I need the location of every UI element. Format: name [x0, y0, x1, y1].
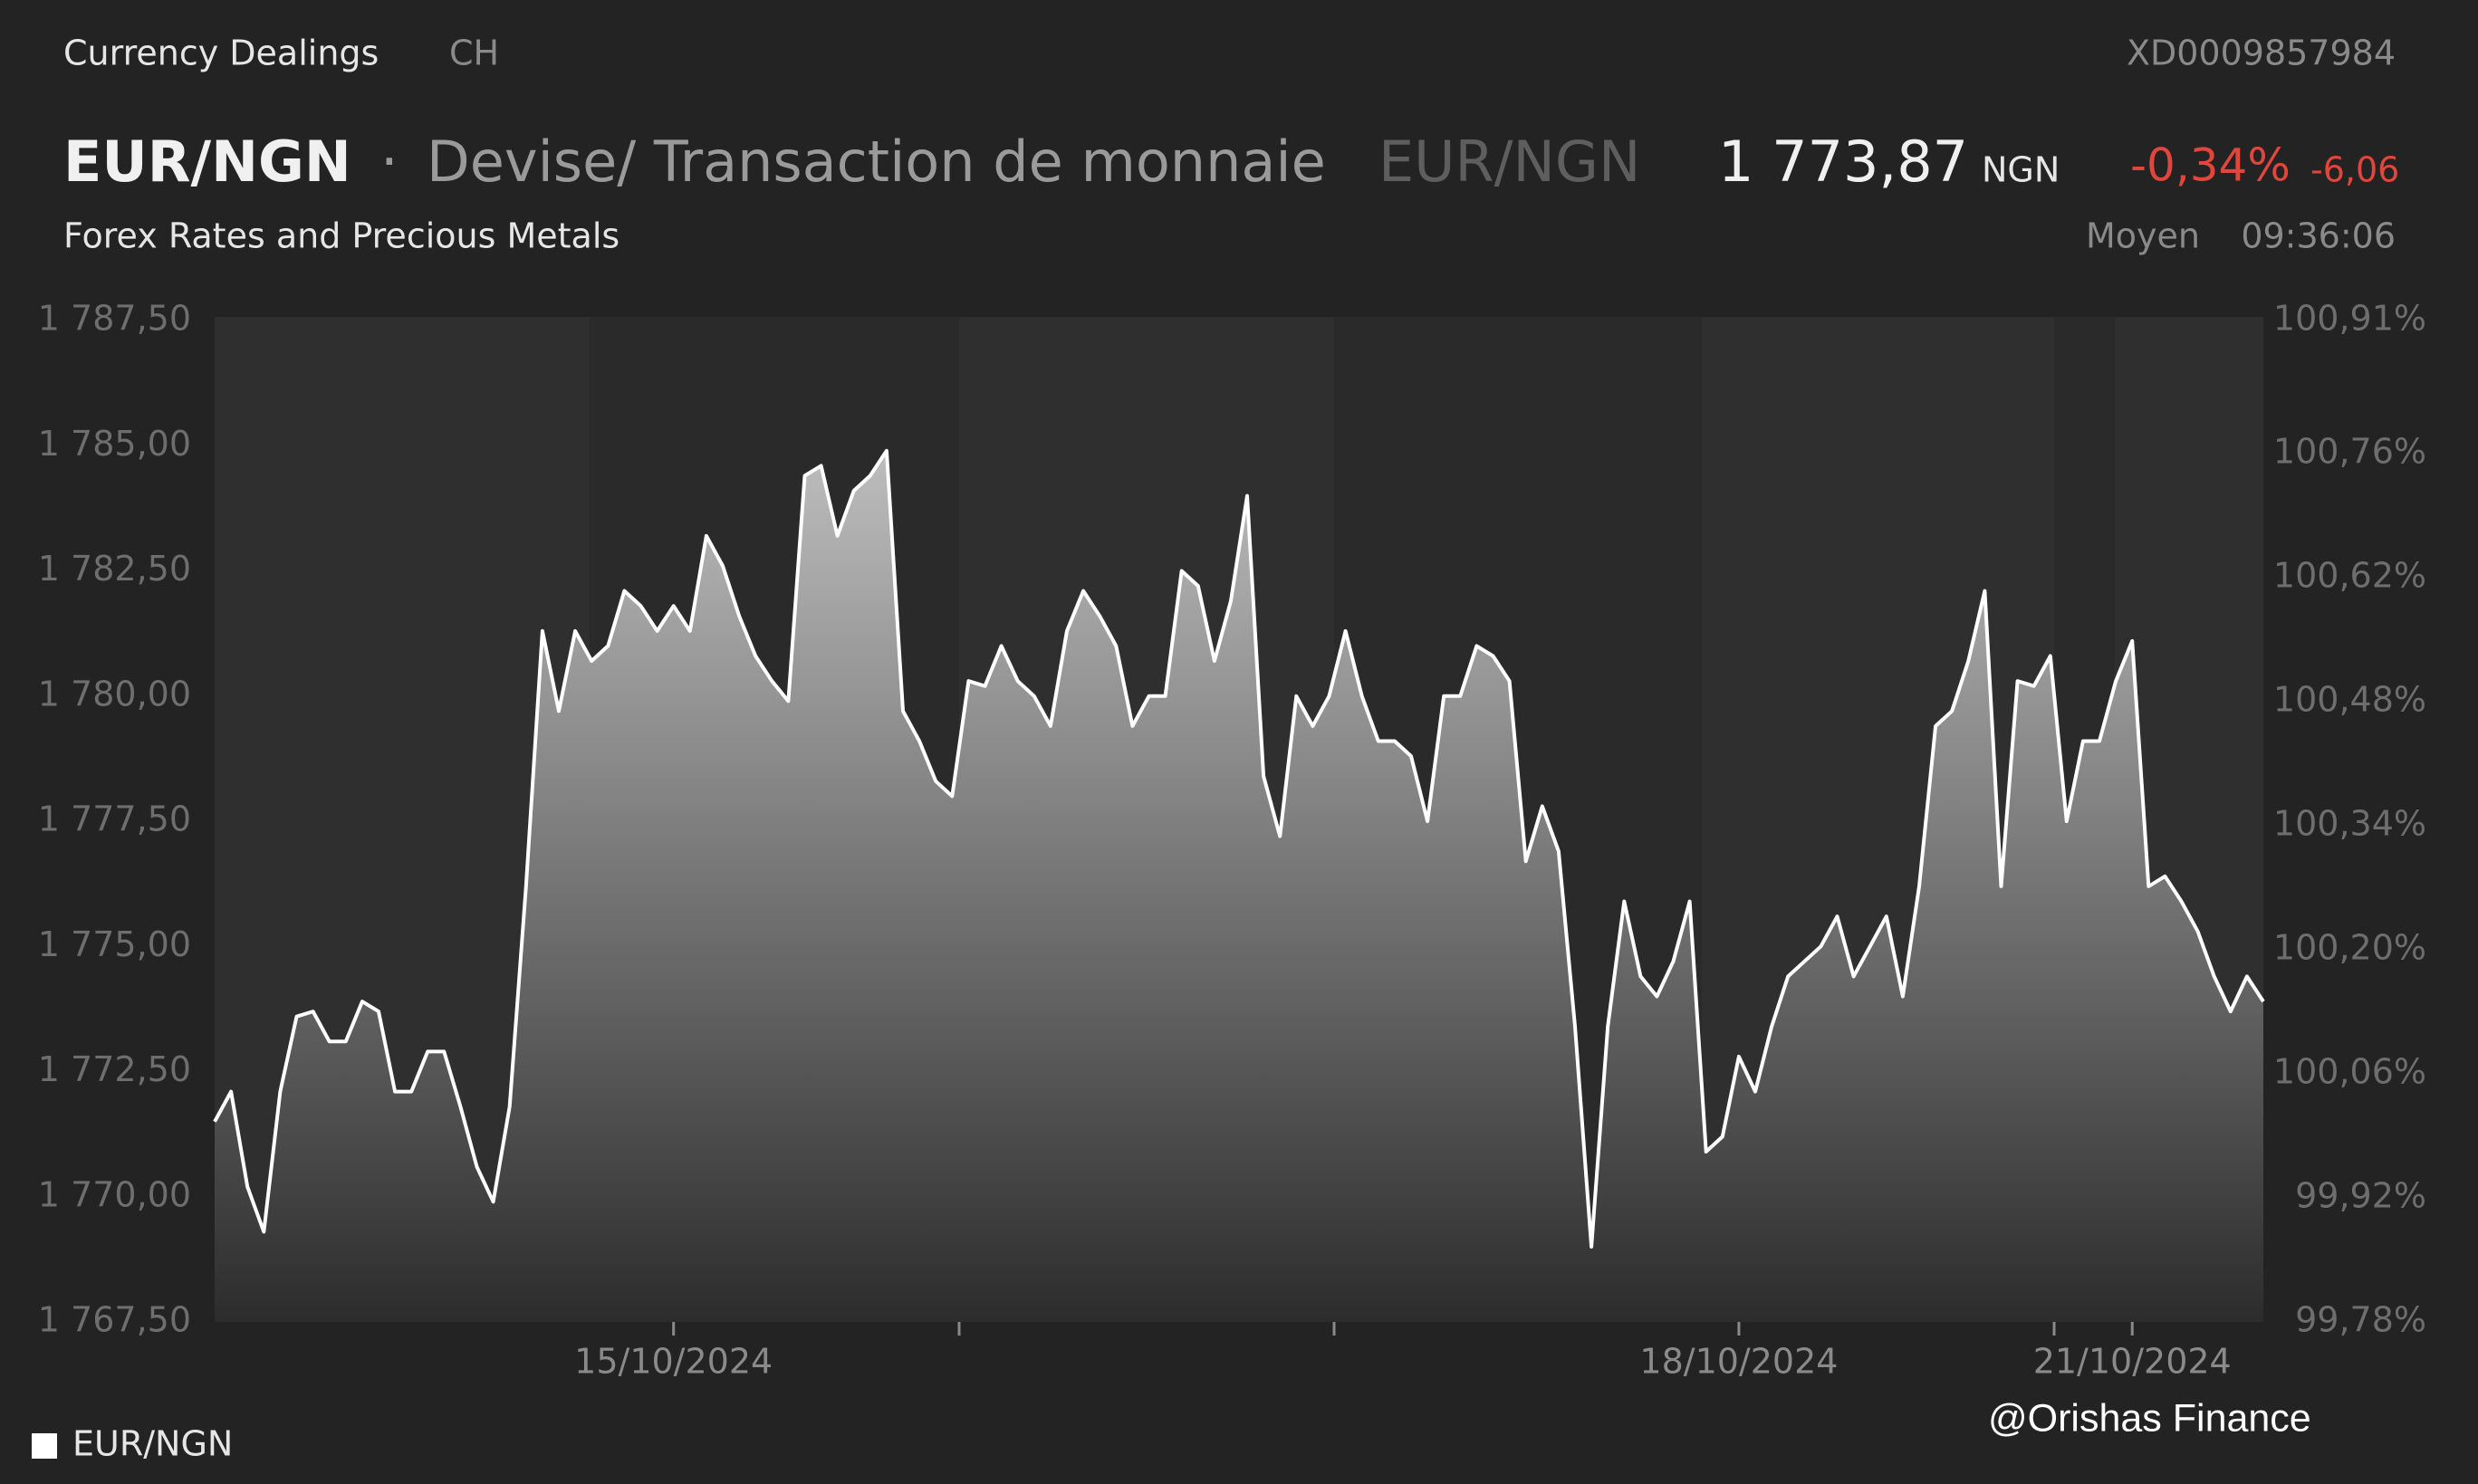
y-tick-label: 1 780,00 — [38, 674, 191, 713]
y2-tick-label: 100,48% — [2273, 679, 2426, 719]
y-tick-label: 1 775,00 — [38, 924, 191, 964]
pair-alt: EUR/NGN — [1378, 129, 1640, 195]
y-tick-label: 1 785,00 — [38, 424, 191, 464]
x-tick-label: 21/10/2024 — [2033, 1342, 2232, 1382]
price-line — [213, 448, 2265, 1249]
market: Forex Rates and Precious Metals — [63, 216, 620, 256]
y2-tick-label: 100,76% — [2273, 431, 2426, 471]
isin: XD0009857984 — [2127, 34, 2396, 73]
kind: Devise/ Transaction de monnaie — [427, 129, 1326, 195]
header: Currency Dealings CH XD0009857984 EUR/NG… — [63, 34, 2399, 256]
x-tick-label: 15/10/2024 — [574, 1342, 773, 1382]
y2-tick-label: 99,78% — [2295, 1300, 2426, 1340]
y2-tick-label: 100,34% — [2273, 803, 2426, 843]
y2-tick-label: 100,20% — [2273, 927, 2426, 967]
x-tick-label: 18/10/2024 — [1639, 1342, 1838, 1382]
y2-tick-label: 99,92% — [2295, 1175, 2426, 1215]
area-fill — [215, 450, 2263, 1322]
separator: · — [380, 129, 399, 195]
currency: NGN — [1982, 150, 2060, 190]
y2-tick-label: 100,62% — [2273, 555, 2426, 595]
change-pct: -0,34% — [2130, 139, 2291, 192]
time: 09:36:06 — [2241, 216, 2396, 256]
mode: Moyen — [2086, 216, 2200, 256]
pair: EUR/NGN — [63, 129, 351, 195]
y-tick-label: 1 777,50 — [38, 799, 191, 839]
y-tick-label: 1 772,50 — [38, 1049, 191, 1089]
watermark: @Orishas Finance — [1988, 1396, 2311, 1440]
y-tick-label: 1 770,00 — [38, 1174, 191, 1214]
change-abs: -6,06 — [2310, 150, 2399, 190]
country: CH — [449, 34, 499, 73]
section: Currency Dealings — [63, 34, 379, 73]
y2-tick-label: 100,91% — [2273, 299, 2426, 339]
price: 1 773,87 — [1718, 129, 1968, 195]
minor-x-ticks — [957, 1322, 2056, 1336]
y-tick-label: 1 767,50 — [38, 1300, 191, 1340]
legend-label: EUR/NGN — [72, 1424, 233, 1464]
legend-swatch — [32, 1433, 57, 1459]
y2-tick-label: 100,06% — [2273, 1051, 2426, 1091]
y-tick-label: 1 787,50 — [38, 299, 191, 339]
y-tick-label: 1 782,50 — [38, 549, 191, 589]
